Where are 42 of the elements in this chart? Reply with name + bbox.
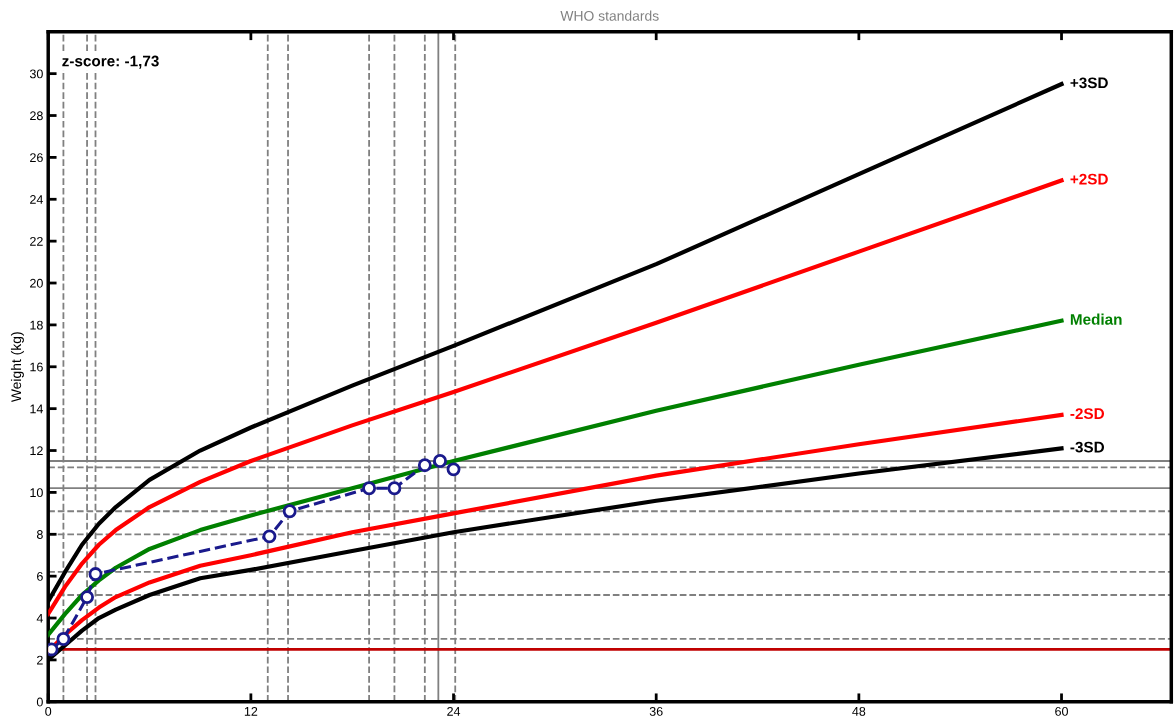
chart-title: WHO standards xyxy=(560,10,659,21)
x-tick-label: 60 xyxy=(1055,706,1068,716)
point xyxy=(262,529,277,544)
y-tick-label: 20 xyxy=(30,278,43,288)
y-tick-label: 6 xyxy=(37,571,43,581)
point xyxy=(56,632,71,646)
point xyxy=(362,481,377,496)
y-tick-label: 24 xyxy=(30,195,43,204)
y-tick-label: 16 xyxy=(30,362,43,372)
series-label: -2SD xyxy=(1070,408,1105,420)
point xyxy=(282,504,297,519)
y-tick-label: 28 xyxy=(30,111,43,121)
y-tick-label: 2 xyxy=(37,655,43,665)
point xyxy=(417,458,432,473)
series-label: +2SD xyxy=(1070,173,1108,185)
y-tick-label: 30 xyxy=(29,69,43,79)
point xyxy=(88,567,103,582)
y-tick-label: 26 xyxy=(30,153,43,163)
y-tick-label: 10 xyxy=(30,488,43,498)
point xyxy=(387,481,402,496)
point xyxy=(80,590,94,605)
x-tick-label: 0 xyxy=(45,706,52,716)
point xyxy=(446,462,461,477)
y-tick-label: 14 xyxy=(30,404,43,414)
x-tick-label: 12 xyxy=(244,706,258,716)
y-tick-label: 4 xyxy=(36,613,43,623)
annotation: z-score: -1,73 xyxy=(62,55,159,69)
point xyxy=(433,454,447,468)
x-tick-label: 24 xyxy=(447,706,461,716)
x-tick-label: 36 xyxy=(649,706,663,716)
y-tick-label: 8 xyxy=(36,530,43,539)
series-label: Median xyxy=(1070,313,1122,325)
y-tick-label: 18 xyxy=(30,320,43,330)
series-label: +3SD xyxy=(1070,77,1108,89)
line-series xyxy=(48,318,1064,637)
y-tick-label: 22 xyxy=(30,236,43,246)
y-tick-label: 12 xyxy=(30,446,43,456)
y-tick-label: 0 xyxy=(36,697,43,707)
x-tick-label: 48 xyxy=(852,706,866,716)
line-series xyxy=(48,178,1064,616)
series-label: -3SD xyxy=(1070,441,1105,453)
y-axis-title: Weight (kg) xyxy=(10,332,24,403)
